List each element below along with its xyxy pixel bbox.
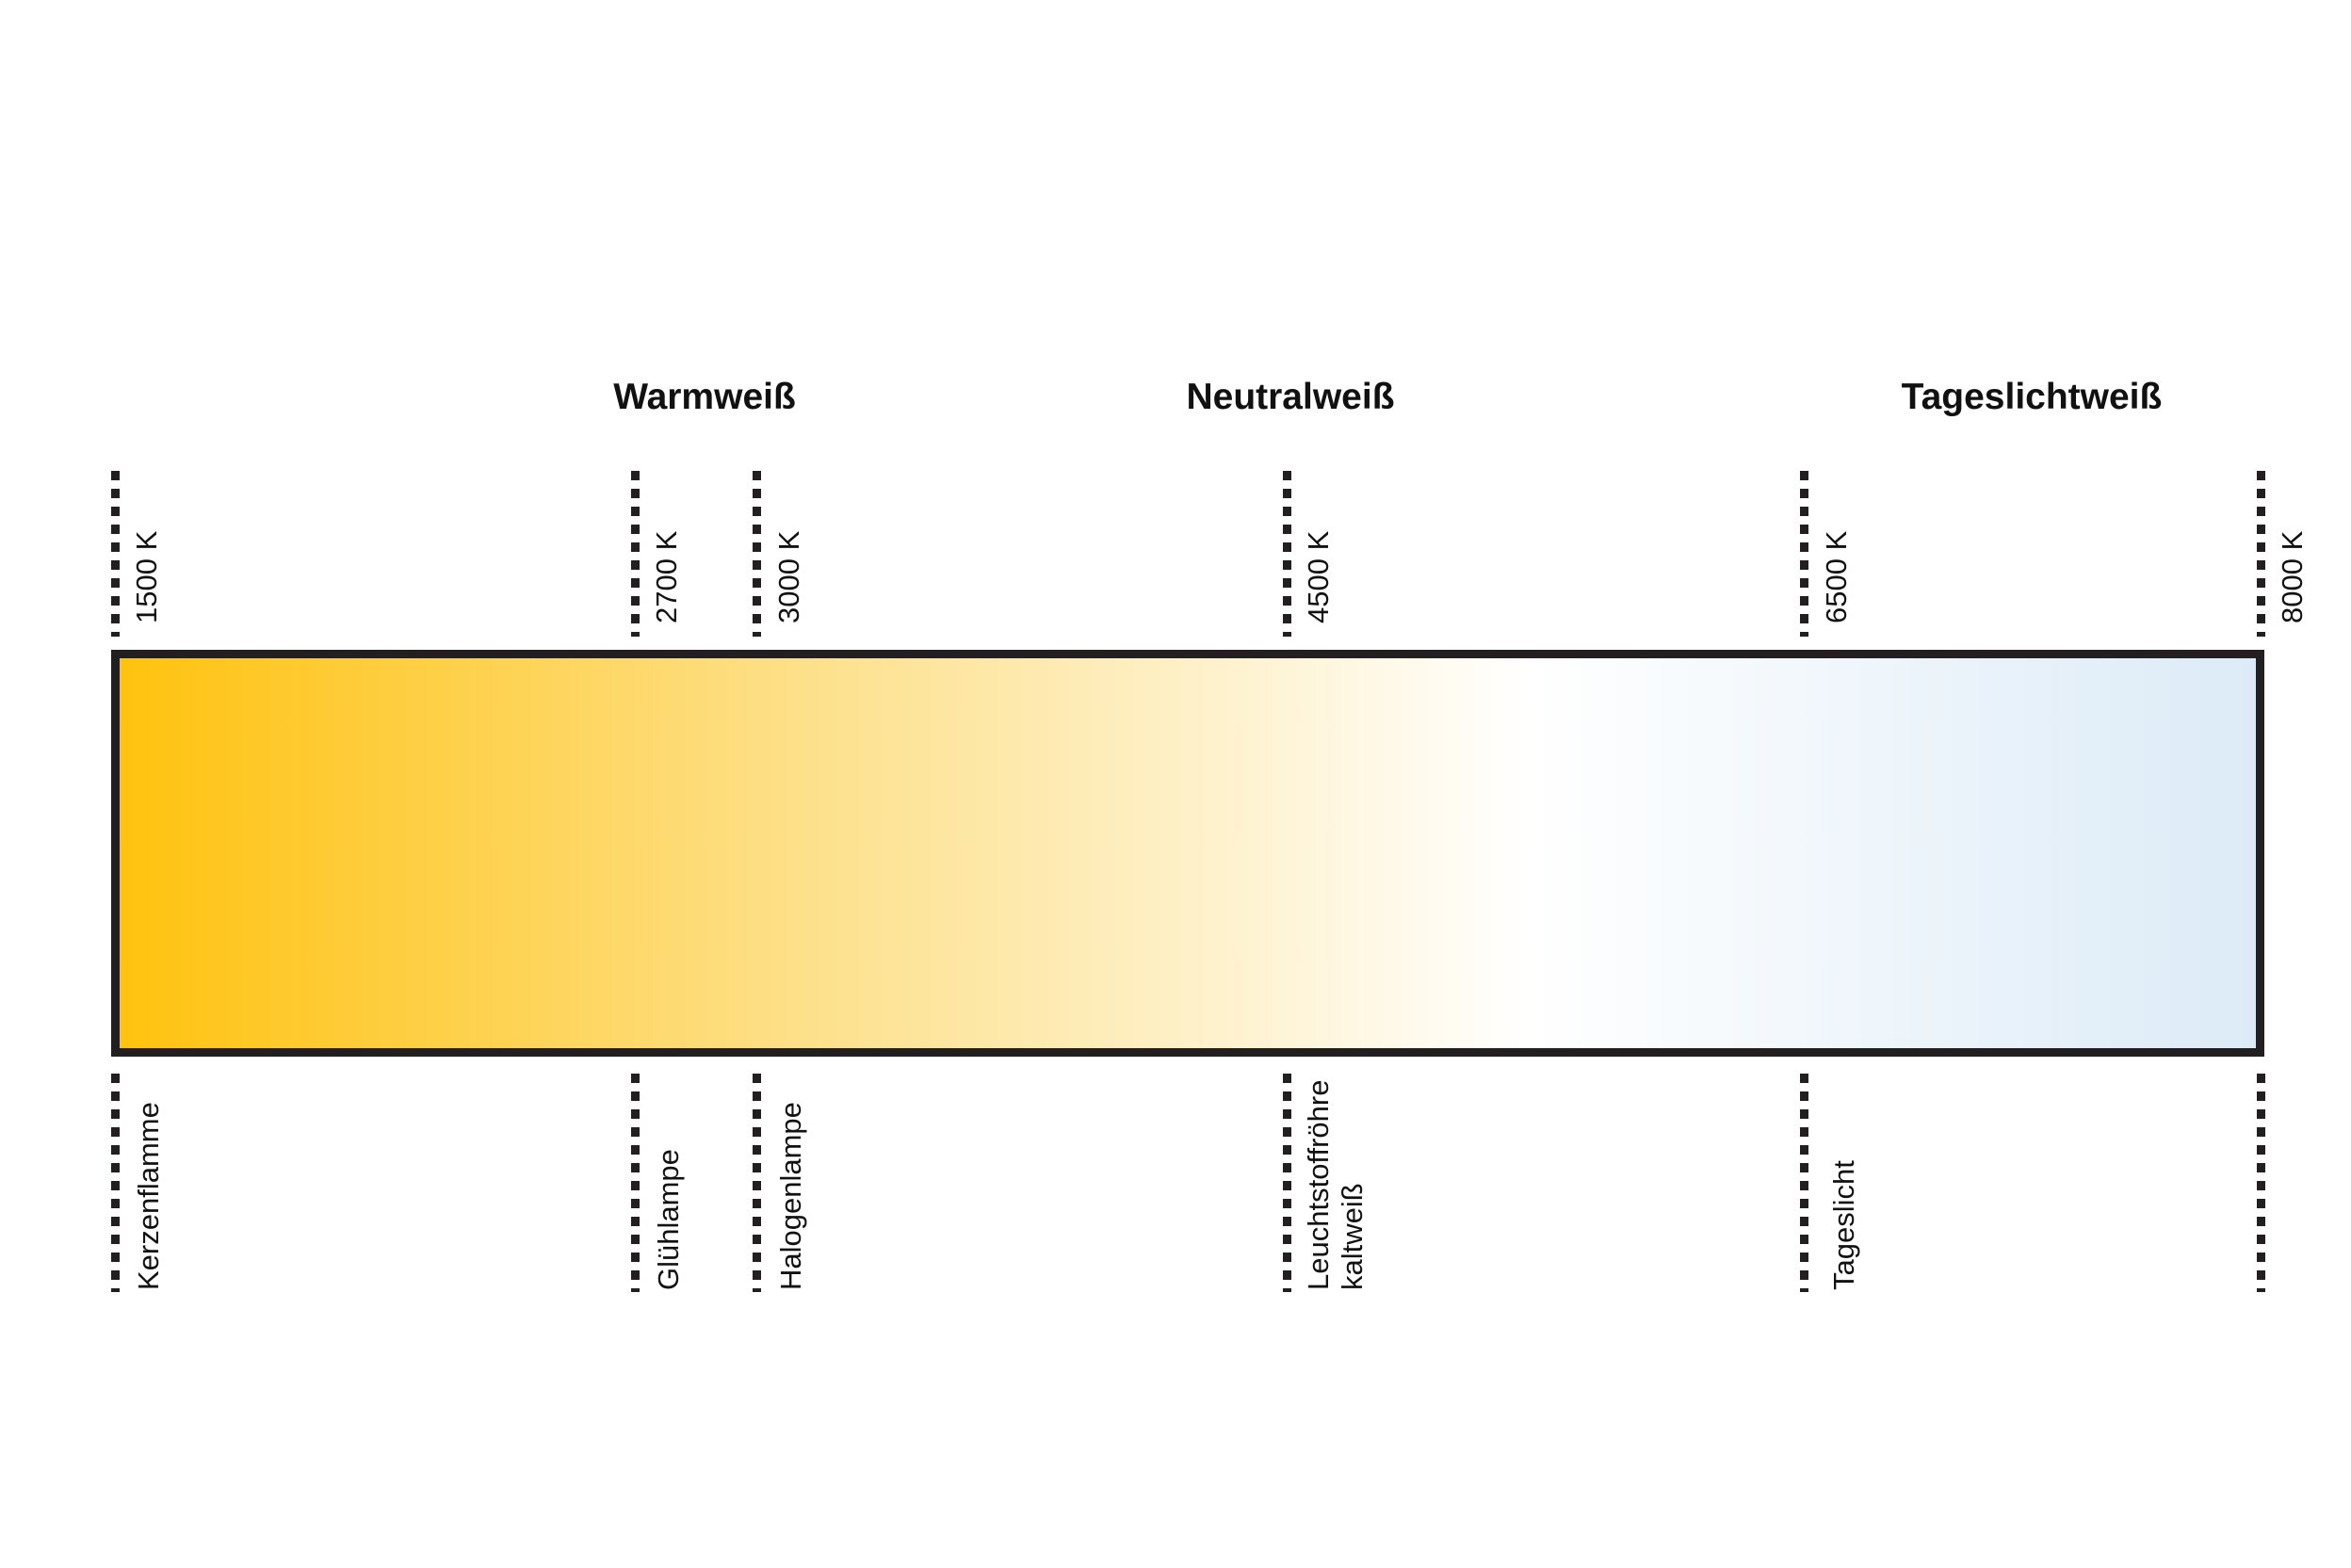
marker-line-bottom-2700k — [631, 1074, 640, 1292]
marker-line-top-8000k — [2257, 471, 2265, 637]
marker-line-bottom-6500k — [1800, 1074, 1808, 1292]
color-temperature-gradient-bar — [111, 650, 2264, 1057]
kelvin-label-4500: 4500 K — [1302, 530, 1335, 623]
kelvin-label-6500: 6500 K — [1820, 530, 1853, 623]
marker-line-bottom-8000k — [2257, 1074, 2265, 1292]
kelvin-label-3000: 3000 K — [772, 530, 805, 623]
source-label-daylight: Tageslicht — [1827, 1160, 1860, 1290]
marker-line-top-3000k — [753, 471, 761, 637]
marker-line-top-4500k — [1283, 471, 1291, 637]
marker-line-top-6500k — [1800, 471, 1808, 637]
source-label-incandescent-bulb: Glühlampe — [652, 1149, 685, 1290]
marker-line-bottom-3000k — [753, 1074, 761, 1292]
marker-line-top-1500k — [111, 471, 120, 637]
category-label-daylight-white: Tageslichtweiß — [1901, 377, 2163, 417]
kelvin-label-1500: 1500 K — [130, 530, 163, 623]
source-label-halogen-lamp: Halogenlampe — [774, 1102, 807, 1290]
kelvin-label-8000: 8000 K — [2276, 530, 2309, 623]
kelvin-label-2700: 2700 K — [650, 530, 683, 623]
category-label-warm-white: Warmweiß — [613, 377, 796, 417]
source-label-candle-flame: Kerzenflamme — [132, 1102, 165, 1290]
category-label-neutral-white: Neutralweiß — [1186, 377, 1395, 417]
marker-line-top-2700k — [631, 471, 640, 637]
marker-line-bottom-4500k — [1283, 1074, 1291, 1292]
source-label-fluorescent-tube: Leuchtstoffröhre kaltweiß — [1302, 1079, 1370, 1290]
marker-line-bottom-1500k — [111, 1074, 120, 1292]
